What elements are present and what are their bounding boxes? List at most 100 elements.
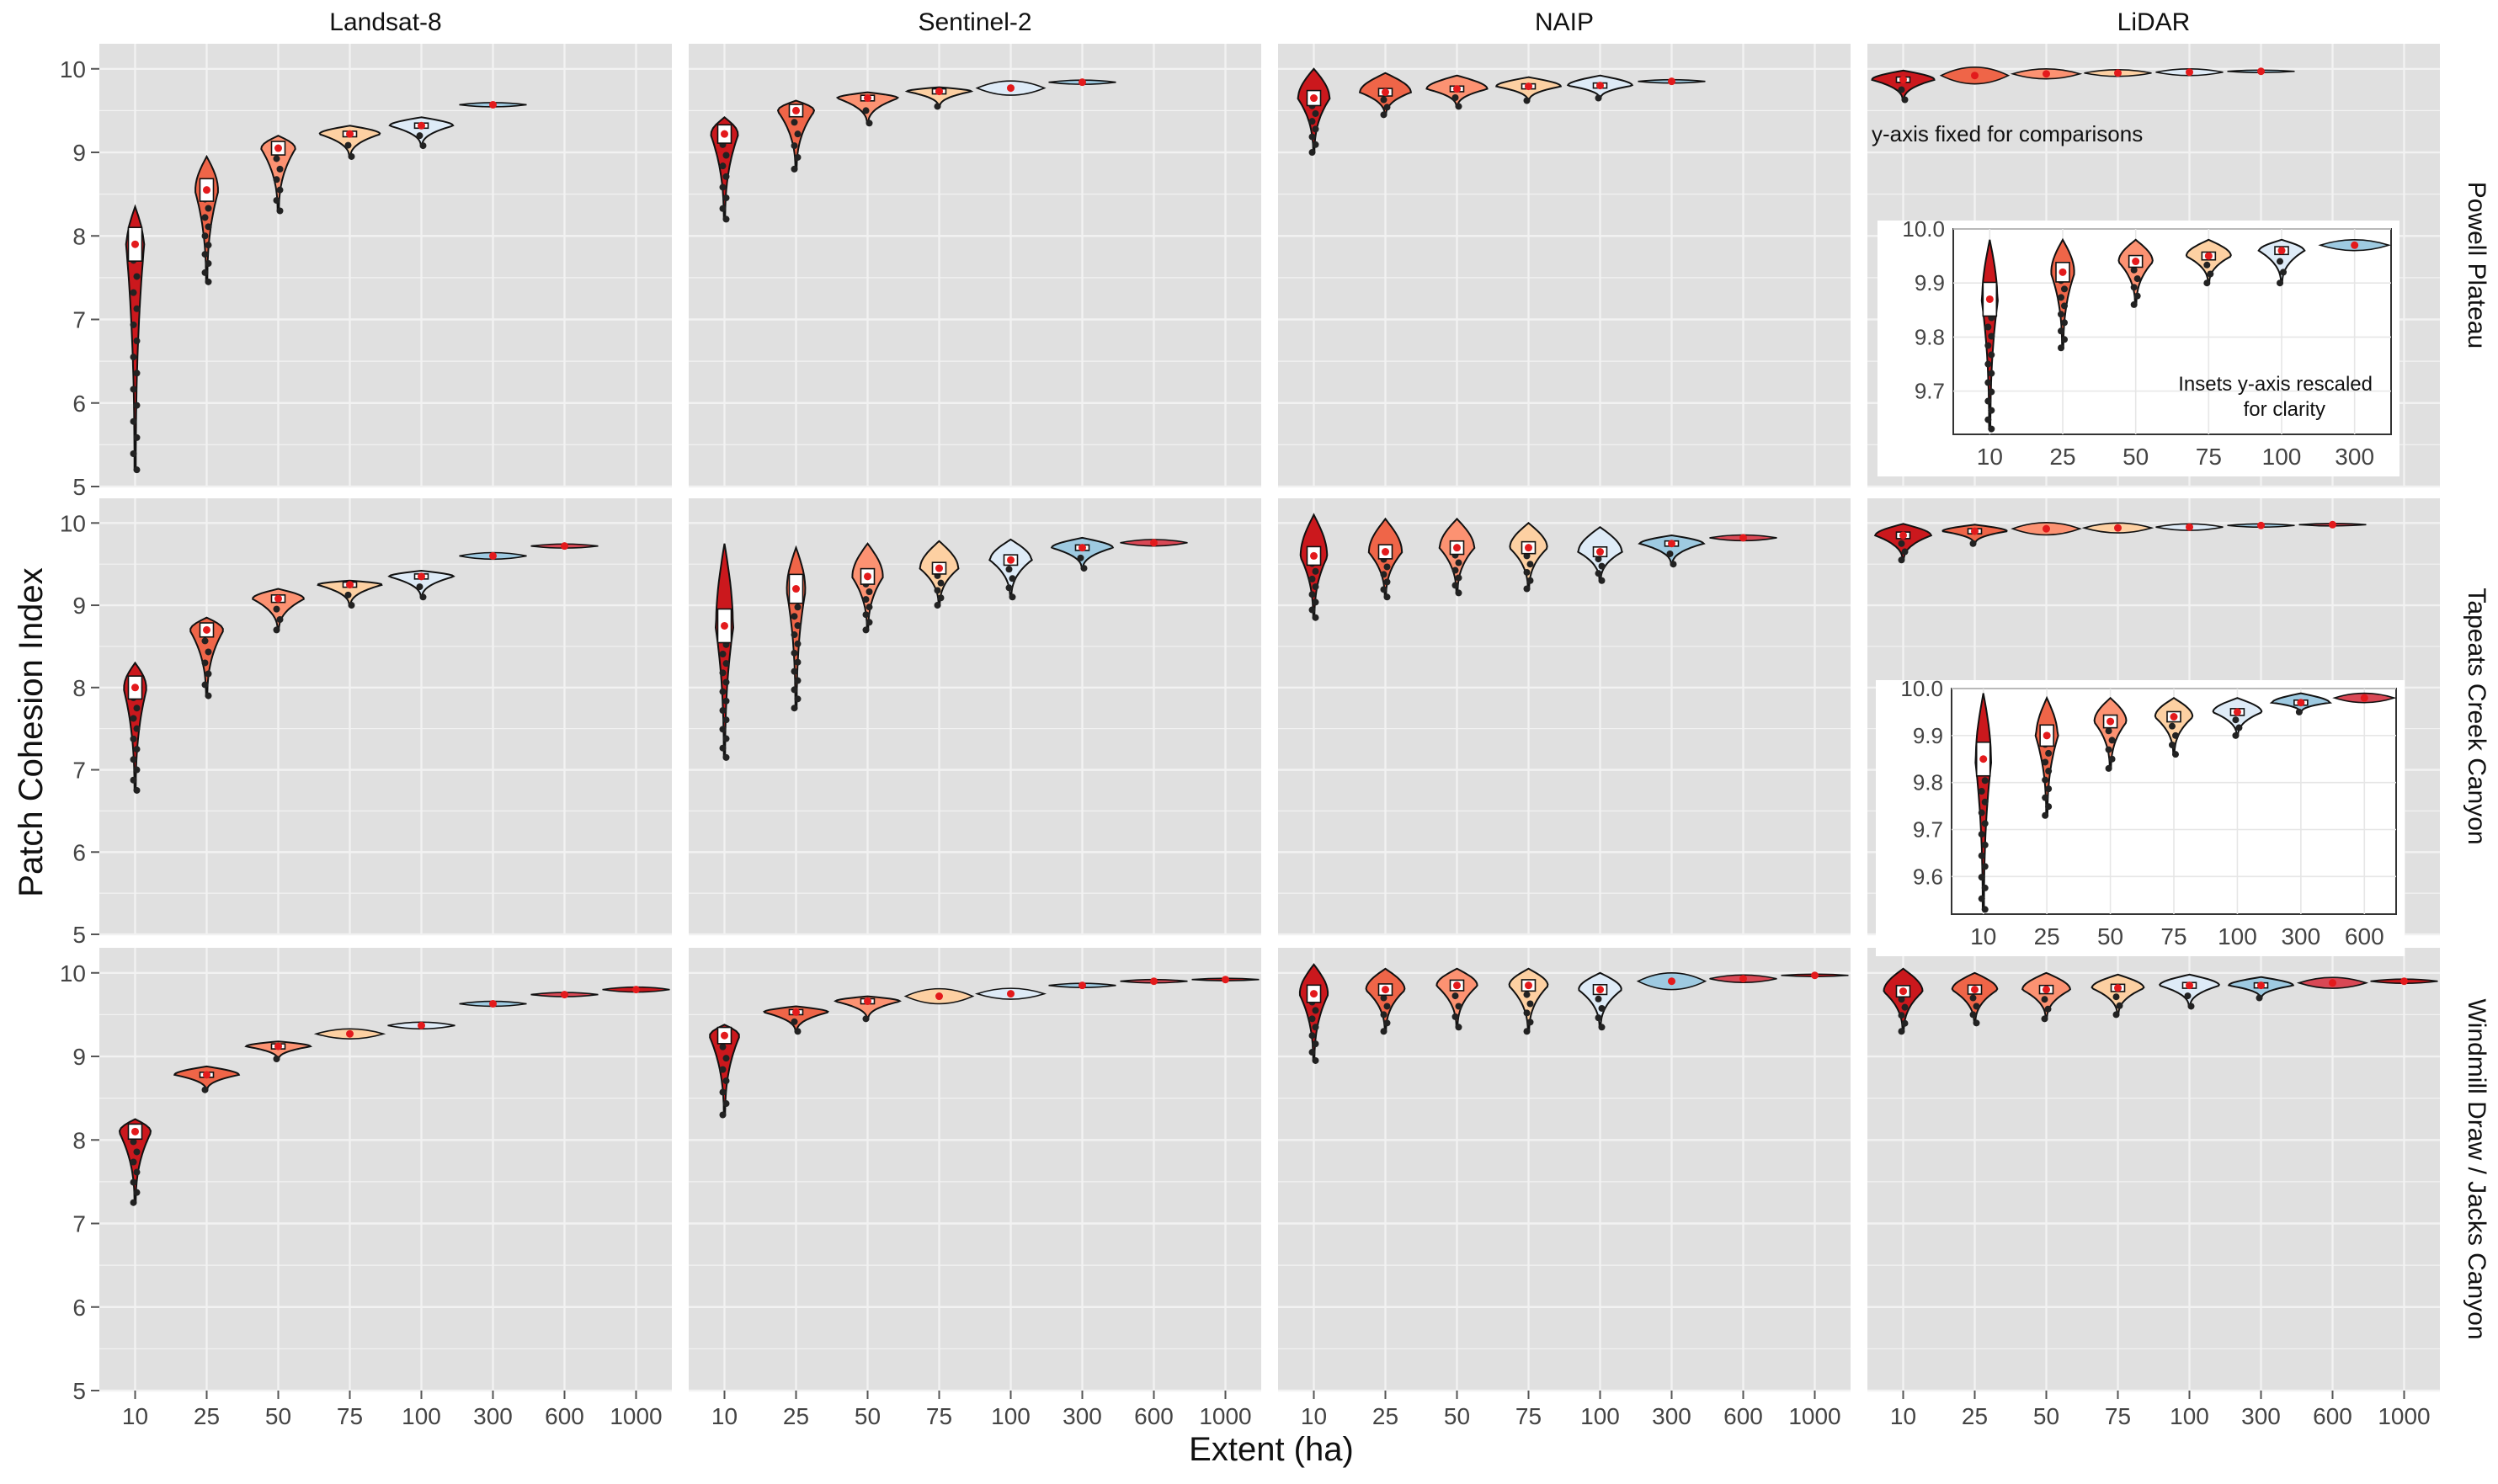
outlier-point <box>791 631 798 639</box>
mean-point <box>721 621 728 630</box>
outlier-point <box>1898 1028 1905 1035</box>
inset-0: 9.7 9.8 9.9 10.0 10 25 50 75 100 300 Insets y-axis… <box>1877 216 2399 476</box>
x-tick-label: 50 <box>265 1403 291 1429</box>
outlier-point <box>273 155 280 162</box>
inset-x-tick-label: 50 <box>2123 444 2149 470</box>
outlier-point <box>201 1086 209 1093</box>
outlier-point <box>1969 540 1977 547</box>
inset-note-line2: for clarity <box>2244 398 2325 421</box>
outlier-point <box>1981 820 1989 827</box>
outlier-point <box>1984 323 1992 331</box>
x-tick-label: 50 <box>855 1403 881 1429</box>
outlier-point <box>1455 103 1462 110</box>
mean-point <box>1222 976 1229 984</box>
y-tick-label: 9 <box>72 1044 86 1070</box>
outlier-point <box>2105 727 2112 735</box>
inset-frame <box>1952 228 2392 435</box>
outlier-point <box>934 602 941 609</box>
outlier-point <box>722 1077 730 1085</box>
note-y-axis-fixed: y-axis fixed for comparisons <box>1872 121 2143 146</box>
outlier-point <box>1451 582 1459 589</box>
mean-point <box>1382 88 1389 97</box>
outlier-point <box>130 776 137 784</box>
outlier-point <box>1978 809 1985 816</box>
outlier-point <box>2058 327 2064 335</box>
outlier-point <box>2061 285 2068 293</box>
strip-label-sensor: Sentinel-2 <box>918 8 1031 36</box>
outlier-point <box>2277 279 2283 287</box>
outlier-point <box>1969 1011 1977 1019</box>
outlier-point <box>2130 301 2138 308</box>
outlier-point <box>133 273 141 280</box>
outlier-point <box>1984 379 1992 386</box>
mean-point <box>346 581 354 589</box>
mean-point <box>489 999 497 1008</box>
outlier-point <box>1984 397 1992 405</box>
outlier-point <box>1080 565 1088 572</box>
outlier-point <box>2203 261 2211 269</box>
outlier-point <box>2041 996 2048 1003</box>
outlier-point <box>791 613 798 620</box>
outlier-point <box>794 658 802 666</box>
mean-point <box>864 997 871 1006</box>
outlier-point <box>205 648 212 656</box>
outlier-point <box>1981 841 1989 848</box>
x-tick-label: 300 <box>473 1403 513 1429</box>
outlier-point <box>1901 1019 1909 1027</box>
x-tick-label: 25 <box>1372 1403 1398 1429</box>
y-tick-label: 6 <box>72 391 86 417</box>
inset-x-tick-label: 600 <box>2345 923 2384 949</box>
outlier-point <box>1978 852 1985 859</box>
inset-x-tick-label: 75 <box>2196 444 2222 470</box>
outlier-point <box>1973 1003 1980 1010</box>
y-tick-label: 6 <box>72 839 86 865</box>
outlier-point <box>133 725 141 732</box>
outlier-point <box>1312 583 1319 591</box>
mean-point <box>2257 67 2265 76</box>
outlier-point <box>2058 344 2064 352</box>
strip-label-site: Powell Plateau <box>2463 182 2490 348</box>
outlier-point <box>1451 1013 1459 1020</box>
mean-point <box>418 1021 425 1029</box>
outlier-point <box>1077 554 1084 561</box>
outlier-point <box>273 605 280 613</box>
x-tick-label: 10 <box>1890 1403 1916 1429</box>
outlier-point <box>205 278 212 285</box>
outlier-point <box>1308 606 1316 614</box>
outlier-point <box>1312 109 1319 117</box>
outlier-point <box>934 587 941 594</box>
outlier-point <box>2169 722 2176 730</box>
y-tick-label: 10 <box>60 56 86 82</box>
mean-point <box>1453 85 1461 93</box>
outlier-point <box>791 142 798 150</box>
outlier-point <box>2133 275 2141 283</box>
outlier-point <box>2061 319 2068 327</box>
outlier-point <box>1978 788 1985 795</box>
outlier-point <box>130 450 137 458</box>
outlier-point <box>791 686 798 694</box>
mean-point <box>1596 82 1604 90</box>
mean-point <box>2114 524 2122 532</box>
outlier-point <box>201 214 209 221</box>
outlier-point <box>719 205 727 212</box>
outlier-point <box>1380 111 1387 119</box>
outlier-point <box>1981 798 1989 806</box>
x-tick-label: 75 <box>2105 1403 2131 1429</box>
outlier-point <box>1901 548 1909 556</box>
x-tick-label: 25 <box>194 1403 220 1429</box>
outlier-point <box>201 637 209 645</box>
outlier-point <box>719 1043 727 1051</box>
outlier-point <box>722 194 730 202</box>
outlier-point <box>1901 96 1909 104</box>
x-tick-label: 600 <box>2313 1403 2352 1429</box>
outlier-point <box>1898 556 1905 564</box>
x-tick-label: 300 <box>1063 1403 1102 1429</box>
outlier-point <box>1670 561 1677 568</box>
outlier-point <box>1598 562 1606 570</box>
outlier-point <box>130 418 137 425</box>
outlier-point <box>1526 1019 1534 1026</box>
outlier-point <box>1383 578 1391 586</box>
inset-y-tick-label: 9.7 <box>1913 817 1943 843</box>
outlier-point <box>419 593 427 601</box>
